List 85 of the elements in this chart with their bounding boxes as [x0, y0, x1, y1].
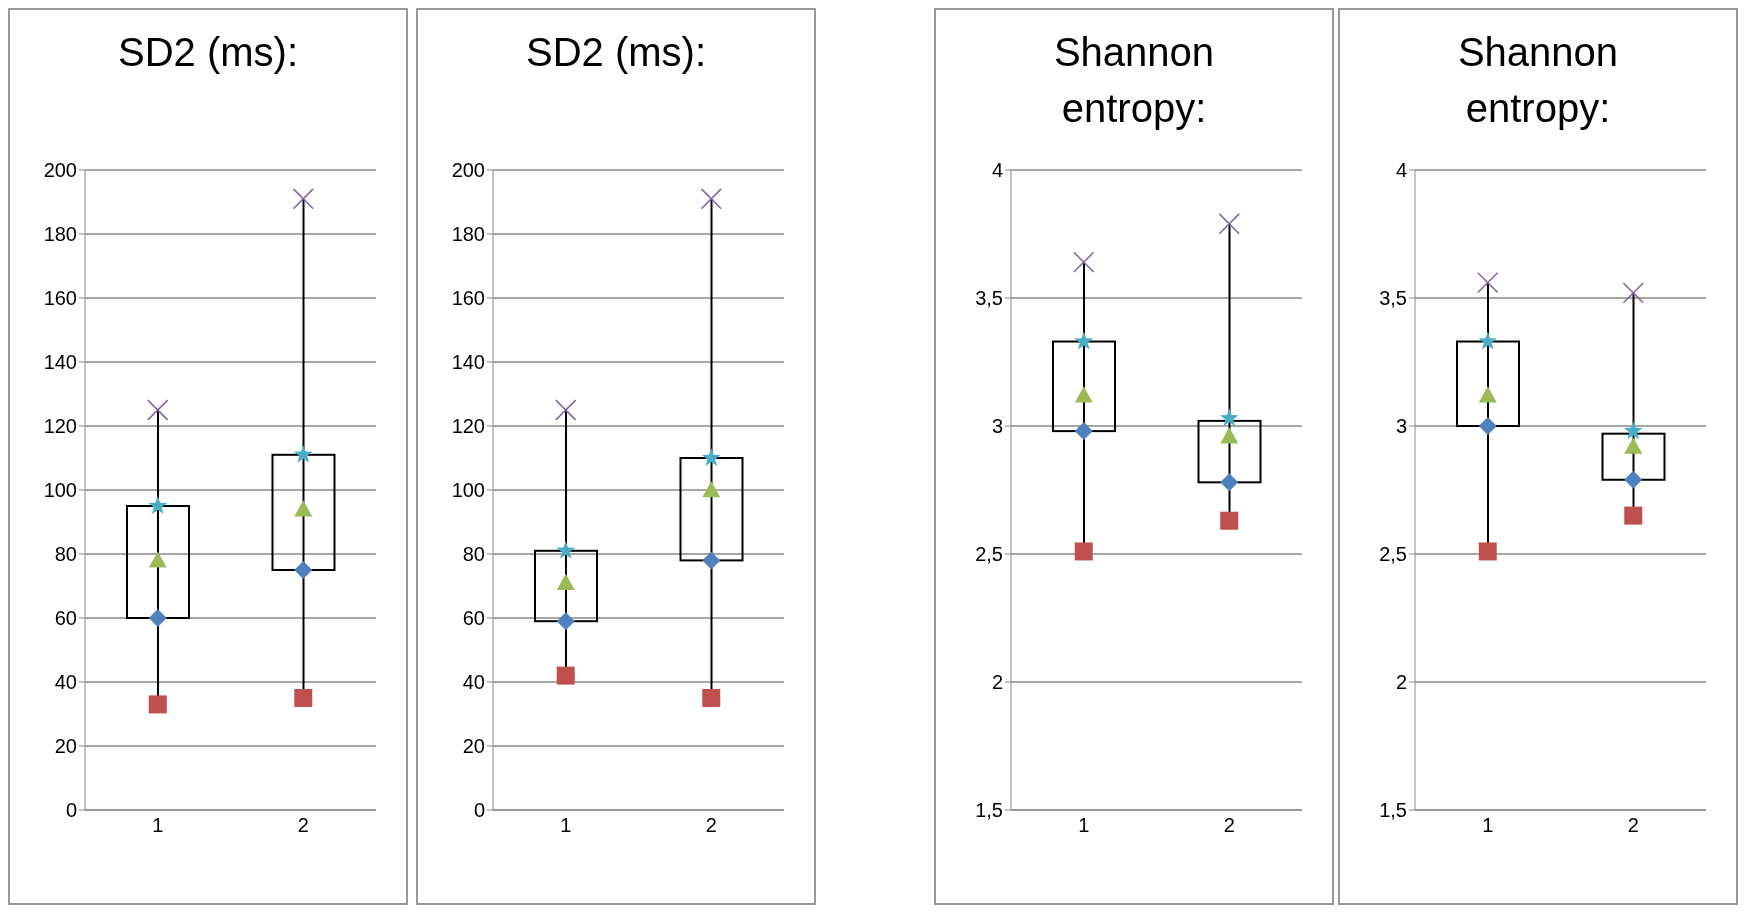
y-tick-label: 20: [462, 735, 485, 758]
y-tick-label: 140: [43, 351, 77, 374]
point: [1220, 473, 1239, 492]
y-tick-label: 60: [54, 607, 77, 630]
y-tick-label: 120: [451, 415, 485, 438]
y-tick-label: 0: [65, 799, 77, 822]
point: [148, 695, 167, 714]
point: [556, 666, 575, 685]
point: [292, 188, 314, 210]
y-tick-label: 3,5: [1379, 287, 1407, 310]
y-tick-label: 160: [451, 287, 485, 310]
y-tick-label: 4: [1395, 159, 1407, 182]
point: [702, 481, 721, 498]
point: [293, 444, 313, 463]
x-tick-label: 2: [1627, 814, 1639, 837]
y-tick-label: 40: [54, 671, 77, 694]
y-tick-label: 180: [451, 223, 485, 246]
point: [1477, 271, 1499, 294]
y-tick-label: 200: [451, 159, 485, 182]
point: [702, 551, 721, 570]
y-tick-label: 140: [451, 351, 485, 374]
y-tick-label: 1,5: [975, 799, 1003, 822]
point: [700, 188, 722, 210]
point: [1074, 422, 1093, 441]
point: [1074, 331, 1094, 350]
point: [1478, 331, 1498, 350]
y-tick-label: 2: [1395, 671, 1407, 694]
x-tick-label: 2: [297, 814, 309, 837]
point: [701, 448, 721, 467]
point: [1218, 213, 1240, 235]
y-tick-label: 2,5: [1379, 543, 1407, 566]
point: [556, 612, 575, 631]
y-tick-label: 0: [473, 799, 485, 822]
y-tick-label: 180: [43, 223, 77, 246]
chart-title: SD2 (ms):: [117, 29, 299, 76]
point: [1478, 542, 1497, 561]
x-tick-label: 1: [1078, 814, 1090, 837]
point: [1074, 386, 1093, 403]
y-tick-label: 120: [43, 415, 77, 438]
y-tick-label: 4: [991, 159, 1003, 182]
point: [1074, 542, 1093, 561]
y-tick-label: 3: [991, 415, 1003, 438]
chart-title: SD2 (ms):: [525, 29, 707, 76]
x-tick-label: 2: [1223, 814, 1235, 837]
x-tick-label: 1: [560, 814, 572, 837]
point: [1478, 417, 1497, 435]
point: [1219, 408, 1239, 427]
point: [1624, 470, 1643, 489]
point: [294, 561, 313, 579]
y-tick-label: 100: [43, 479, 77, 502]
x-tick-label: 1: [1482, 814, 1494, 837]
point: [1624, 506, 1643, 525]
y-tick-label: 20: [54, 735, 77, 758]
point: [294, 689, 313, 707]
y-tick-label: 160: [43, 287, 77, 310]
chart-title: Shannon entropy:: [1052, 29, 1216, 132]
y-tick-label: 1,5: [1379, 799, 1407, 822]
point: [1220, 427, 1239, 444]
y-tick-label: 80: [462, 543, 485, 566]
chart-title: Shannon entropy:: [1456, 29, 1620, 132]
point: [555, 399, 577, 421]
point: [702, 689, 721, 707]
point: [1624, 437, 1643, 454]
y-tick-label: 3: [1395, 415, 1407, 438]
point: [1623, 421, 1643, 440]
point: [1622, 282, 1644, 304]
point: [148, 609, 167, 627]
point: [148, 496, 168, 515]
x-tick-label: 2: [705, 814, 717, 837]
point: [1073, 251, 1095, 273]
y-tick-label: 60: [462, 607, 485, 630]
y-tick-label: 3,5: [975, 287, 1003, 310]
y-tick-label: 80: [54, 543, 77, 566]
y-tick-label: 100: [451, 479, 485, 502]
y-tick-label: 2,5: [975, 543, 1003, 566]
y-tick-label: 200: [43, 159, 77, 182]
point: [1220, 511, 1239, 530]
point: [147, 399, 169, 421]
x-tick-label: 1: [152, 814, 164, 837]
point: [148, 551, 167, 568]
y-tick-label: 2: [991, 671, 1003, 694]
point: [294, 500, 313, 517]
point: [556, 540, 576, 559]
y-tick-label: 40: [462, 671, 485, 694]
point: [1478, 386, 1497, 403]
